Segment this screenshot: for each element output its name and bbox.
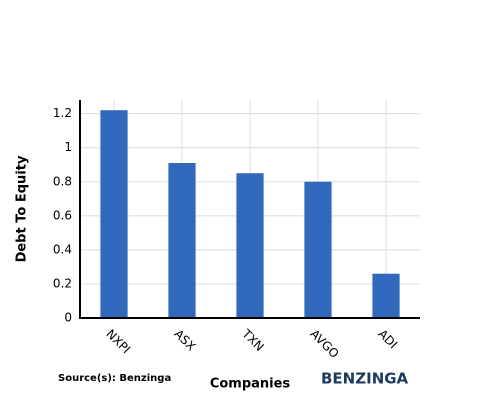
y-tick-label: 0	[64, 311, 72, 325]
bar	[236, 173, 264, 318]
bar	[168, 163, 196, 318]
y-tick-label: 0.2	[53, 276, 72, 290]
x-tick-label: AVGO	[307, 327, 341, 361]
x-axis-label: Companies	[210, 377, 291, 392]
y-tick-label: 1	[64, 140, 72, 154]
logo: BENZINGA	[321, 370, 409, 388]
source-note: Source(s): Benzinga	[58, 373, 171, 384]
bar	[304, 181, 332, 318]
bar	[100, 110, 128, 318]
x-tick-label: ASX	[171, 327, 198, 354]
x-tick-label: NXPI	[103, 327, 133, 357]
x-tick-label: ADI	[375, 327, 400, 352]
y-tick-label: 0.8	[53, 174, 72, 188]
y-tick-label: 0.4	[53, 242, 72, 256]
x-tick-label: TXN	[239, 326, 267, 354]
y-tick-label: 0.6	[53, 208, 72, 222]
y-axis-label: Debt To Equity	[15, 155, 30, 262]
bar	[372, 273, 400, 318]
y-tick-label: 1.2	[53, 106, 72, 120]
